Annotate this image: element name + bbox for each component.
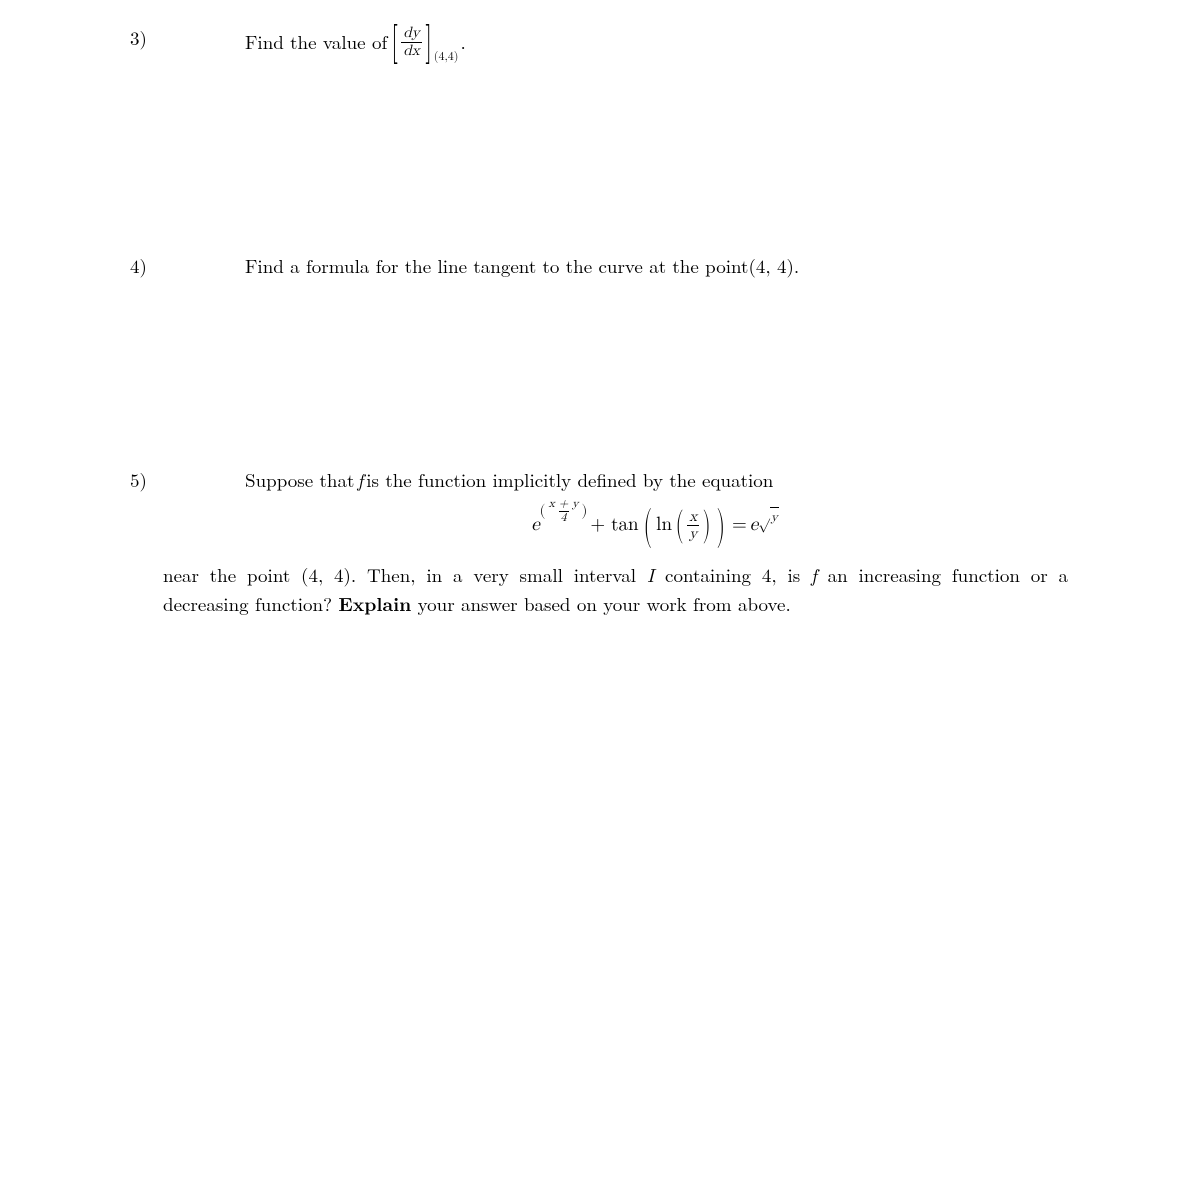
problem-3-text-before: Find the value of	[245, 28, 387, 57]
eq-lhs-exponent: ( x + y 4 )	[540, 498, 588, 525]
p5-followup3: containing 4, is	[654, 561, 811, 588]
problem-5-number: 5)	[130, 466, 245, 493]
eq-lhs-frac-num: x + y	[547, 498, 581, 511]
eq-inner-num: x	[687, 509, 699, 526]
problem-5-equation: e ( x + y 4 ) + tan ( ln ( x y	[245, 509, 1065, 543]
sqrt-arg: y	[770, 507, 779, 528]
problem-3-body: Find the value of [ dy dx ] (4,4) .	[245, 24, 466, 60]
rparen: )	[582, 500, 588, 523]
right-bracket: ]	[425, 24, 432, 60]
frac-den: dx	[401, 42, 421, 60]
p5-followup2: . Then, in a very small interval	[351, 561, 647, 588]
problem-5-intro: Suppose that	[245, 466, 354, 495]
problem-4-point: (4, 4)	[748, 252, 793, 281]
problem-4-text: Find a formula for the line tangent to t…	[245, 252, 748, 281]
lparen: (	[540, 500, 546, 523]
problem-3-derivative: [ dy dx ] (4,4)	[389, 24, 458, 60]
problem-3-text-after: .	[460, 28, 465, 57]
p5-followup1: near the point	[163, 561, 301, 588]
eq-rhs-exponent: √ y	[758, 505, 779, 526]
eq-equals: =	[732, 511, 747, 540]
problem-5-followup: near the point (4, 4). Then, in a very s…	[163, 561, 1068, 619]
sqrt-symbol: √	[758, 505, 770, 526]
eq-inner-frac: x y	[687, 509, 699, 543]
eq-lhs-frac: x + y 4	[547, 498, 581, 525]
eq-lhs-base: e	[531, 511, 539, 540]
ln-lparen: (	[676, 511, 684, 540]
eq-sqrt: √ y	[758, 505, 779, 526]
frac-num: dy	[401, 25, 421, 42]
problem-3-number: 3)	[130, 24, 245, 51]
problem-5-intro2: is the function implicitly defined by th…	[366, 466, 773, 495]
ln-rparen: )	[703, 511, 711, 540]
eval-point-subscript: (4,4)	[434, 48, 459, 66]
eq-plus: +	[590, 511, 605, 540]
problem-4-body: Find a formula for the line tangent to t…	[245, 252, 799, 281]
problem-4: 4) Find a formula for the line tangent t…	[130, 252, 799, 281]
problem-4-number: 4)	[130, 252, 245, 279]
eq-tan: tan	[611, 511, 638, 540]
problem-4-text-after: .	[794, 252, 799, 281]
tan-lparen: (	[643, 509, 652, 543]
p5-point: (4, 4)	[301, 561, 351, 588]
eq-ln: ln	[656, 511, 672, 540]
problem-5: 5) Suppose that f is the function implic…	[130, 466, 1070, 619]
problem-5-func-symbol: f	[357, 466, 363, 495]
problem-5-body: Suppose that f is the function implicitl…	[245, 466, 1065, 557]
left-bracket: [	[391, 24, 398, 60]
dy-dx-fraction: dy dx	[401, 25, 421, 59]
eq-lhs-frac-den: 4	[559, 511, 569, 525]
eq-rhs-base: e	[750, 511, 758, 540]
p5-explain: Explain	[338, 589, 411, 617]
eq-inner-den: y	[687, 525, 699, 543]
p5-followup5: your answer based on your work from abov…	[411, 590, 790, 617]
tan-rparen: )	[717, 509, 726, 543]
problem-3: 3) Find the value of [ dy dx ] (4,4) .	[130, 24, 466, 60]
